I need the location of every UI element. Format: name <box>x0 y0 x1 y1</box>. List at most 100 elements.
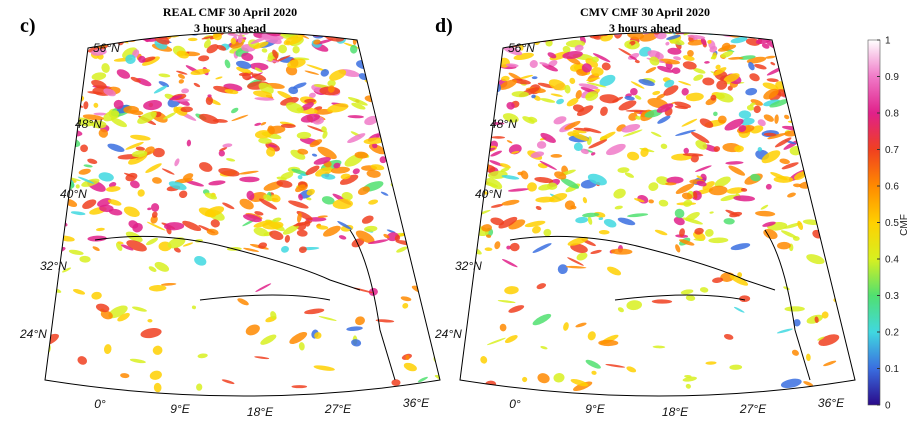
cloud <box>429 75 444 86</box>
cloud <box>51 28 65 39</box>
cloud <box>808 82 826 96</box>
cloud <box>72 27 93 36</box>
cloud <box>432 52 442 58</box>
cloud <box>397 81 418 88</box>
cloud <box>809 119 815 127</box>
cloud <box>112 34 129 41</box>
cloud <box>439 68 461 78</box>
cloud <box>430 203 452 212</box>
cloud <box>524 33 541 41</box>
cloud <box>311 32 330 35</box>
cloud <box>844 22 866 39</box>
cloud <box>819 136 825 140</box>
cloud <box>394 37 402 42</box>
cloud <box>465 30 474 41</box>
cloud <box>45 101 59 112</box>
colorbar-tick-label: 0.8 <box>885 109 899 120</box>
cloud <box>847 274 858 283</box>
cloud <box>422 189 431 196</box>
cloud <box>857 243 865 253</box>
cloud <box>461 162 475 172</box>
cloud <box>469 119 492 133</box>
cloud <box>46 71 57 74</box>
cloud <box>29 63 51 75</box>
cloud <box>828 161 850 175</box>
cloud <box>44 35 67 48</box>
cloud <box>420 281 442 289</box>
cloud <box>822 58 842 68</box>
cloud <box>385 73 407 88</box>
cloud <box>846 145 868 159</box>
cloud <box>846 37 864 49</box>
cloud <box>416 57 434 68</box>
cloud <box>400 28 416 38</box>
cloud <box>415 241 438 255</box>
cloud <box>345 28 350 34</box>
cloud <box>364 53 378 62</box>
cloud <box>429 95 438 102</box>
cloud <box>477 105 483 110</box>
cloud <box>847 343 863 357</box>
cloud <box>814 57 821 63</box>
cloud <box>309 30 315 34</box>
cloud <box>53 75 67 82</box>
cloud <box>567 31 575 38</box>
cloud <box>399 73 412 83</box>
cloud <box>810 43 824 50</box>
cloud <box>464 23 486 37</box>
cloud <box>858 178 869 186</box>
cloud <box>485 35 505 49</box>
cloud <box>408 174 419 184</box>
lat-label: 48°N <box>490 117 517 131</box>
colorbar-tick-label: 0.2 <box>885 328 899 339</box>
cloud <box>378 28 390 37</box>
cloud <box>425 190 441 199</box>
cloud <box>830 195 840 206</box>
cloud <box>109 31 119 38</box>
cloud <box>372 51 377 56</box>
cloud <box>427 131 437 141</box>
cloud <box>56 85 63 90</box>
cloud <box>823 28 835 33</box>
cloud <box>425 218 442 231</box>
cloud <box>803 108 825 120</box>
cloud <box>859 378 868 389</box>
cloud <box>466 204 475 215</box>
colorbar-tick-label: 0.4 <box>885 255 899 266</box>
cloud <box>141 26 152 36</box>
cloud <box>399 73 420 89</box>
cloud <box>852 65 865 73</box>
cloud <box>393 36 404 44</box>
cloud <box>376 27 397 33</box>
lat-label: 48°N <box>75 117 102 131</box>
cloud <box>64 46 80 50</box>
cloud <box>718 116 727 124</box>
cloud <box>801 121 808 129</box>
colorbar-tick-label: 0.9 <box>885 72 899 83</box>
cloud <box>784 53 800 61</box>
cloud <box>818 117 835 130</box>
cloud <box>409 25 427 34</box>
cloud <box>825 104 847 116</box>
cloud <box>839 30 847 34</box>
cloud <box>786 86 800 96</box>
cloud <box>429 308 439 313</box>
cloud <box>379 96 399 109</box>
cloud <box>455 95 466 103</box>
cloud <box>379 65 396 76</box>
cloud <box>811 141 831 155</box>
cloud <box>478 35 487 44</box>
cloud <box>831 65 849 74</box>
cloud <box>826 74 847 86</box>
cloud <box>780 33 798 44</box>
cloud <box>480 36 500 48</box>
cloud <box>792 29 807 33</box>
cloud <box>59 104 76 117</box>
cloud <box>380 50 395 53</box>
cloud <box>486 63 495 67</box>
cloud <box>497 29 516 37</box>
cloud <box>344 26 359 35</box>
figure: c)REAL CMF 30 April 20203 hours ahead56°… <box>0 0 916 426</box>
cloud <box>413 115 435 129</box>
cloud <box>378 40 384 46</box>
